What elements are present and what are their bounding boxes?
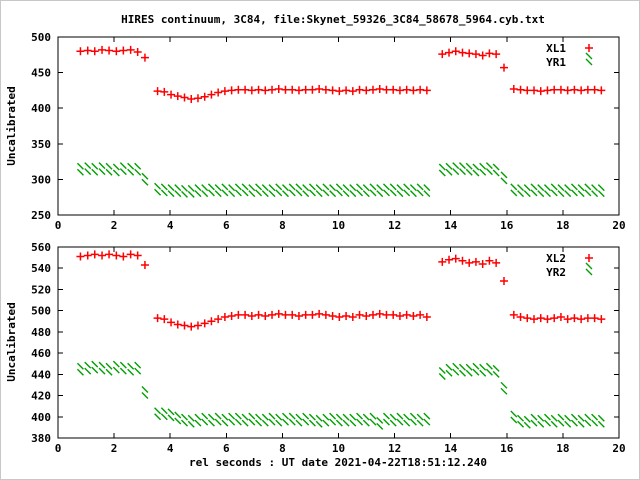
y-tick-label: 400 <box>31 411 51 424</box>
legend-label-YR2: YR2 <box>546 266 566 279</box>
legend-marker-XL2 <box>585 254 593 262</box>
x-tick-label: 6 <box>223 442 230 455</box>
data-points-YR2 <box>76 360 605 430</box>
data-points-YR1 <box>76 162 605 198</box>
x-tick-label: 12 <box>388 219 401 232</box>
bottom-panel: 0 2 4 6 8 10 12 14 16 18 20 380 400 420 440 460 480 500 52… <box>31 241 626 455</box>
y-tick-label: 500 <box>31 305 51 318</box>
x-tick-label: 2 <box>111 442 118 455</box>
x-tick-label: 10 <box>332 219 345 232</box>
legend-label-YR1: YR1 <box>546 56 566 69</box>
legend-marker-YR1 <box>585 52 593 66</box>
x-tick-label: 6 <box>223 219 230 232</box>
data-points-XL1 <box>76 45 606 103</box>
x-tick-label: 4 <box>167 442 174 455</box>
legend-label-XL1: XL1 <box>546 42 566 55</box>
legend-marker-YR2 <box>585 262 593 276</box>
top-panel: 0 2 4 6 8 10 12 14 16 18 20 250 300 350 400 450 500 XL1YR… <box>31 31 626 232</box>
x-tick-label: 4 <box>167 219 174 232</box>
x-tick-label: 8 <box>279 219 286 232</box>
data-points-XL2 <box>76 250 606 331</box>
y-tick-label: 400 <box>31 102 51 115</box>
x-tick-label: 10 <box>332 442 345 455</box>
y-tick-label: 500 <box>31 31 51 44</box>
y-tick-label: 480 <box>31 326 51 339</box>
x-tick-label: 16 <box>500 219 514 232</box>
y-tick-label: 300 <box>31 173 51 186</box>
y-tick-label: 460 <box>31 347 51 360</box>
legend-label-XL2: XL2 <box>546 252 566 265</box>
y-axis-label-bottom: Uncalibrated <box>5 302 18 381</box>
y-axis-label-top: Uncalibrated <box>5 86 18 165</box>
x-tick-label: 2 <box>111 219 118 232</box>
y-tick-label: 420 <box>31 390 51 403</box>
x-tick-label: 0 <box>55 442 62 455</box>
x-tick-label: 0 <box>55 219 62 232</box>
x-tick-label: 20 <box>612 219 625 232</box>
x-tick-label: 20 <box>612 442 625 455</box>
x-tick-label: 14 <box>444 219 458 232</box>
x-tick-label: 8 <box>279 442 286 455</box>
x-tick-label: 14 <box>444 442 458 455</box>
y-tick-label: 380 <box>31 432 51 445</box>
y-tick-label: 520 <box>31 283 51 296</box>
y-tick-label: 440 <box>31 368 51 381</box>
y-tick-label: 350 <box>31 138 51 151</box>
plot-border <box>57 246 620 439</box>
x-tick-label: 18 <box>556 219 569 232</box>
x-tick-label: 12 <box>388 442 401 455</box>
y-tick-label: 450 <box>31 67 51 80</box>
y-tick-label: 560 <box>31 241 51 254</box>
y-tick-label: 250 <box>31 209 51 222</box>
chart-title: HIRES continuum, 3C84, file:Skynet_59326… <box>121 13 545 26</box>
x-tick-label: 18 <box>556 442 569 455</box>
legend-marker-XL1 <box>585 44 593 52</box>
x-tick-label: 16 <box>500 442 514 455</box>
x-axis-label: rel seconds : UT date 2021-04-22T18:51:1… <box>189 456 487 469</box>
y-tick-label: 540 <box>31 262 51 275</box>
